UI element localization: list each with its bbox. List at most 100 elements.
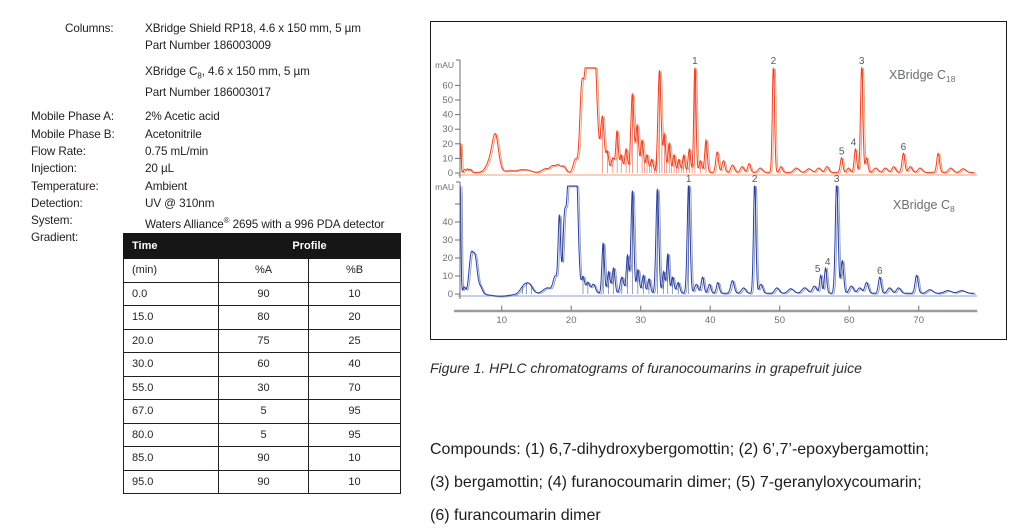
gradient-percent-cell: 95 (307, 422, 402, 447)
detection-label: Detection: (31, 196, 83, 210)
gradient-percent-cell: 90 (218, 469, 309, 494)
y-axis-unit-label: mAU (435, 182, 454, 192)
injection-value: 20 µL (145, 162, 174, 176)
y-tick-label: 0 (448, 289, 453, 300)
y-tick-label: 40 (442, 217, 453, 228)
registered-trademark-symbol: ® (223, 216, 230, 226)
gradient-label: Gradient: (31, 231, 79, 245)
gradient-row: 55.0 30 70 (123, 375, 402, 400)
gradient-subheader-row: (min) %A %B (123, 258, 402, 283)
gradient-unit-min: (min) (123, 258, 219, 283)
peak-label-6: 6 (877, 266, 883, 277)
gradient-row: 15.0 80 20 (123, 305, 402, 330)
gradient-percent-cell: 60 (218, 352, 309, 377)
system-label: System: (31, 214, 73, 228)
temperature-label: Temperature: (31, 179, 99, 193)
y-tick-label: 50 (442, 95, 453, 106)
condition-row: Temperature: Ambient (25, 178, 429, 195)
gradient-percent-cell: 5 (218, 399, 309, 424)
peak-label-3: 3 (859, 56, 865, 67)
peak-label-1: 1 (686, 174, 692, 185)
compounds-line-3: (6) furancoumarin dimer (430, 507, 601, 524)
x-tick-label: 40 (705, 315, 716, 326)
flow-rate-value: 0.75 mL/min (145, 144, 209, 158)
compounds-line-2: (3) bergamottin; (4) furanocoumarin dime… (430, 474, 922, 491)
y-tick-label: 10 (442, 271, 453, 282)
peak-label-2: 2 (752, 174, 758, 185)
y-tick-label: 20 (442, 139, 453, 150)
gradient-row: 95.0 90 10 (123, 469, 402, 494)
condition-row: Mobile Phase B: Acetonitrile (25, 126, 429, 143)
gradient-header-time: Time (123, 233, 219, 259)
condition-row: Mobile Phase A: 2% Acetic acid (25, 108, 429, 125)
condition-row: Detection: UV @ 310nm (25, 195, 429, 212)
gradient-time-cell: 80.0 (123, 422, 219, 447)
x-tick-label: 30 (635, 315, 646, 326)
column1-description: XBridge Shield RP18, 4.6 x 150 mm, 5 µm (145, 22, 361, 35)
gradient-percent-cell: 10 (307, 446, 402, 471)
subscript-8: 8 (197, 71, 202, 81)
mobile-phase-a-value: 2% Acetic acid (145, 110, 220, 124)
gradient-time-cell: 67.0 (123, 399, 219, 424)
y-tick-label: 30 (442, 235, 453, 246)
gradient-row: 20.0 75 25 (123, 328, 402, 353)
system-value: Waters Alliance® 2695 with a 996 PDA det… (145, 216, 385, 231)
gradient-col-b: %B (307, 258, 402, 283)
peak-label-5: 5 (839, 146, 845, 157)
peak-label-3: 3 (834, 174, 840, 185)
columns-row-2: XBridge C8, 4.6 x 150 mm, 5 µm Part Numb… (25, 63, 429, 101)
injection-label: Injection: (31, 162, 77, 176)
gradient-row: 30.0 60 40 (123, 352, 402, 377)
gradient-header-row: Time Profile (123, 233, 402, 259)
x-tick-label: 60 (844, 315, 855, 326)
y-tick-label: 60 (442, 80, 453, 91)
chromatogram-figure: 0 10 20 30 40 50 60 mAU 1 2 5 4 3 6 XBridge C18 0 10 20 30… (430, 21, 1007, 340)
series-label-c18: XBridge C18 (889, 68, 956, 84)
gradient-time-cell: 85.0 (123, 446, 219, 471)
gradient-percent-cell: 10 (307, 281, 402, 306)
chromatograms-svg: 0 10 20 30 40 50 60 mAU 1 2 54 3 6 XBridge C18 0 10 20 30… (435, 56, 978, 326)
temperature-value: Ambient (145, 179, 188, 193)
gradient-row: 80.0 5 95 (123, 422, 402, 447)
gradient-percent-cell: 5 (218, 422, 309, 447)
mobile-phase-b-label: Mobile Phase B: (31, 127, 115, 141)
y-axis-unit-label: mAU (435, 60, 454, 70)
column2-description: XBridge C8, 4.6 x 150 mm, 5 µm (145, 65, 310, 81)
gradient-percent-cell: 30 (218, 375, 309, 400)
y-tick-label: 30 (442, 124, 453, 135)
gradient-col-a: %A (218, 258, 309, 283)
gradient-percent-cell: 80 (218, 305, 309, 330)
columns-row: Columns: XBridge Shield RP18, 4.6 x 150 … (25, 20, 429, 54)
gradient-percent-cell: 90 (218, 446, 309, 471)
peak-label-1: 1 (692, 56, 698, 67)
gradient-time-cell: 95.0 (123, 469, 219, 494)
columns-label: Columns: (65, 22, 114, 35)
y-tick-label: 10 (442, 153, 453, 164)
peak-label-6: 6 (901, 142, 907, 153)
gradient-percent-cell: 10 (307, 469, 402, 494)
y-tick-label: 20 (442, 253, 453, 264)
column2-part-number: Part Number 186003017 (145, 86, 271, 100)
peak-label-4: 4 (851, 138, 857, 149)
x-tick-label: 20 (566, 315, 577, 326)
flow-rate-label: Flow Rate: (31, 144, 86, 158)
mobile-phase-b-value: Acetonitrile (145, 127, 202, 141)
gradient-time-cell: 55.0 (123, 375, 219, 400)
compounds-text: Compounds: (1) 6,7-dihydroxybergomottin;… (430, 433, 1008, 532)
gradient-percent-cell: 95 (307, 399, 402, 424)
x-tick-label: 10 (496, 315, 507, 326)
compounds-line-1: Compounds: (1) 6,7-dihydroxybergomottin;… (430, 441, 929, 458)
gradient-percent-cell: 75 (218, 328, 309, 353)
gradient-row: 0.0 90 10 (123, 281, 402, 306)
gradient-table: Time Profile (min) %A %B 0.0 90 10 15.0 80 20… (123, 233, 402, 494)
column1-part-number: Part Number 186003009 (145, 39, 271, 52)
y-tick-label: 0 (448, 168, 453, 179)
gradient-time-cell: 20.0 (123, 328, 219, 353)
peak-label-2: 2 (771, 56, 777, 67)
condition-row: Gradient: (25, 229, 429, 246)
series-label-c8: XBridge C8 (893, 198, 955, 214)
gradient-time-cell: 15.0 (123, 305, 219, 330)
gradient-time-cell: 0.0 (123, 281, 219, 306)
conditions-panel: Columns: XBridge Shield RP18, 4.6 x 150 … (25, 20, 429, 247)
